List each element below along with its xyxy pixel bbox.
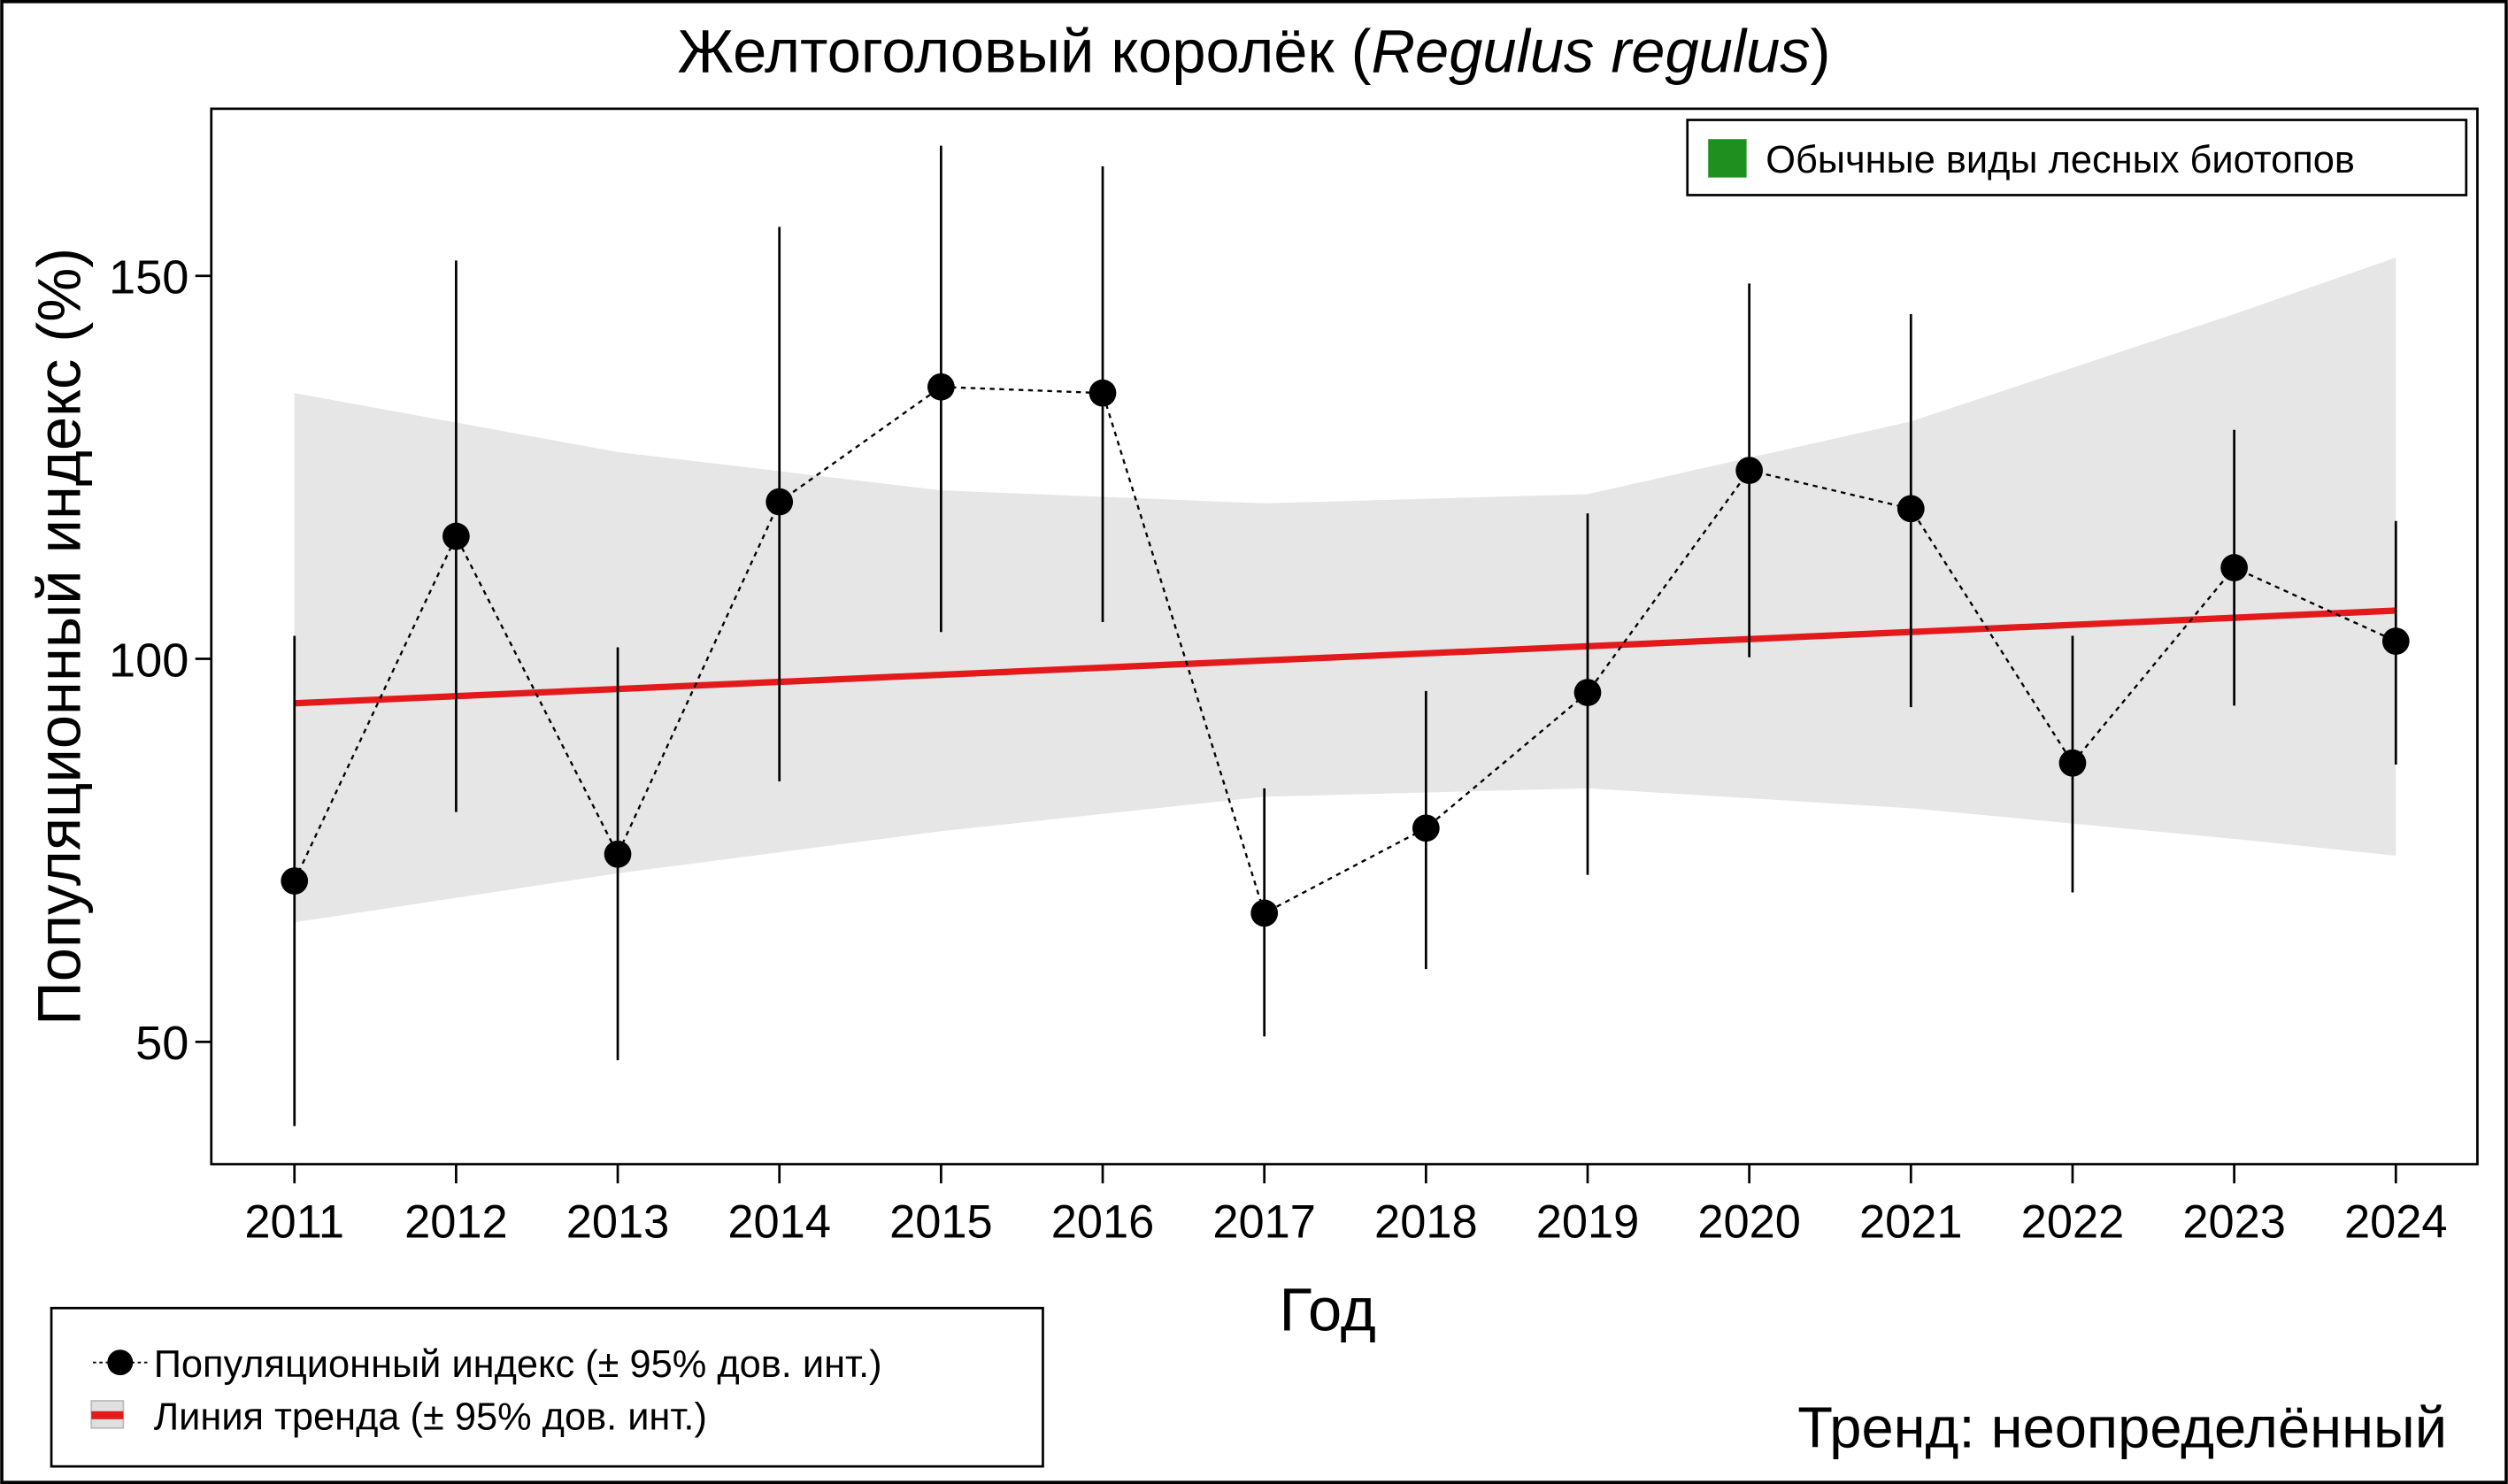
x-tick-label: 2024 — [2344, 1197, 2448, 1249]
data-point — [2220, 554, 2248, 581]
x-tick-label: 2019 — [1536, 1197, 1640, 1249]
y-tick-label: 150 — [109, 251, 188, 304]
y-axis: 50 100 150 — [109, 251, 212, 1070]
data-point — [604, 840, 632, 868]
x-tick-label: 2014 — [727, 1197, 831, 1249]
group-legend-swatch — [1708, 139, 1747, 178]
x-tick-label: 2013 — [566, 1197, 670, 1249]
trend-layer — [294, 607, 2396, 707]
data-point — [2058, 749, 2087, 777]
x-tick-label: 2016 — [1051, 1197, 1155, 1249]
y-tick-label: 50 — [135, 1017, 188, 1070]
x-axis: 2011 2012 2013 2014 2015 2016 2017 2018 2019 2020… — [244, 1164, 2448, 1249]
x-tick-label: 2012 — [404, 1197, 508, 1249]
data-point — [765, 488, 794, 516]
trend-line — [294, 607, 2396, 707]
x-tick-label: 2017 — [1212, 1197, 1316, 1249]
trend-band-layer — [294, 257, 2396, 923]
trend-text: Тренд: неопределённый — [1797, 1395, 2447, 1459]
series-legend-box — [50, 1306, 1044, 1468]
x-tick-label: 2023 — [2182, 1197, 2286, 1249]
group-legend: Обычные виды лесных биотопов — [1686, 119, 2468, 196]
data-point — [1735, 457, 1764, 484]
series-legend: Популяционный индекс (± 95% дов. инт.) Л… — [50, 1306, 1044, 1468]
x-tick-label: 2020 — [1697, 1197, 1801, 1249]
group-legend-box — [1686, 119, 2468, 196]
series-layer — [281, 145, 2410, 1126]
data-point — [1896, 495, 1925, 523]
data-point — [1089, 379, 1117, 407]
data-point — [1412, 814, 1440, 842]
x-axis-label: Год — [1279, 1276, 1375, 1344]
x-tick-label: 2018 — [1374, 1197, 1478, 1249]
x-tick-label: 2022 — [2021, 1197, 2125, 1249]
group-legend-label: Обычные виды лесных биотопов — [1766, 139, 2355, 181]
data-point — [442, 522, 470, 550]
legend-point-icon — [107, 1349, 134, 1376]
legend-label-index: Популяционный индекс (± 95% дов. инт.) — [154, 1343, 882, 1386]
x-tick-label: 2021 — [1859, 1197, 1963, 1249]
plot-area — [210, 107, 2479, 1165]
x-tick-label: 2015 — [889, 1197, 993, 1249]
y-axis-label: Популяционный индекс (%) — [26, 248, 94, 1026]
legend-label-trend: Линия тренда (± 95% дов. инт.) — [154, 1396, 707, 1439]
data-point — [281, 867, 309, 895]
chart-title: Желтоголовый королёк (Regulus regulus) — [678, 17, 1831, 85]
data-point — [1250, 899, 1279, 927]
data-point — [1573, 679, 1602, 706]
y-tick-label: 100 — [109, 634, 188, 687]
data-point — [927, 373, 955, 401]
trend-confidence-band — [294, 257, 2396, 923]
x-tick-label: 2011 — [244, 1197, 344, 1249]
index-line — [293, 386, 2396, 915]
data-point — [2381, 627, 2410, 655]
